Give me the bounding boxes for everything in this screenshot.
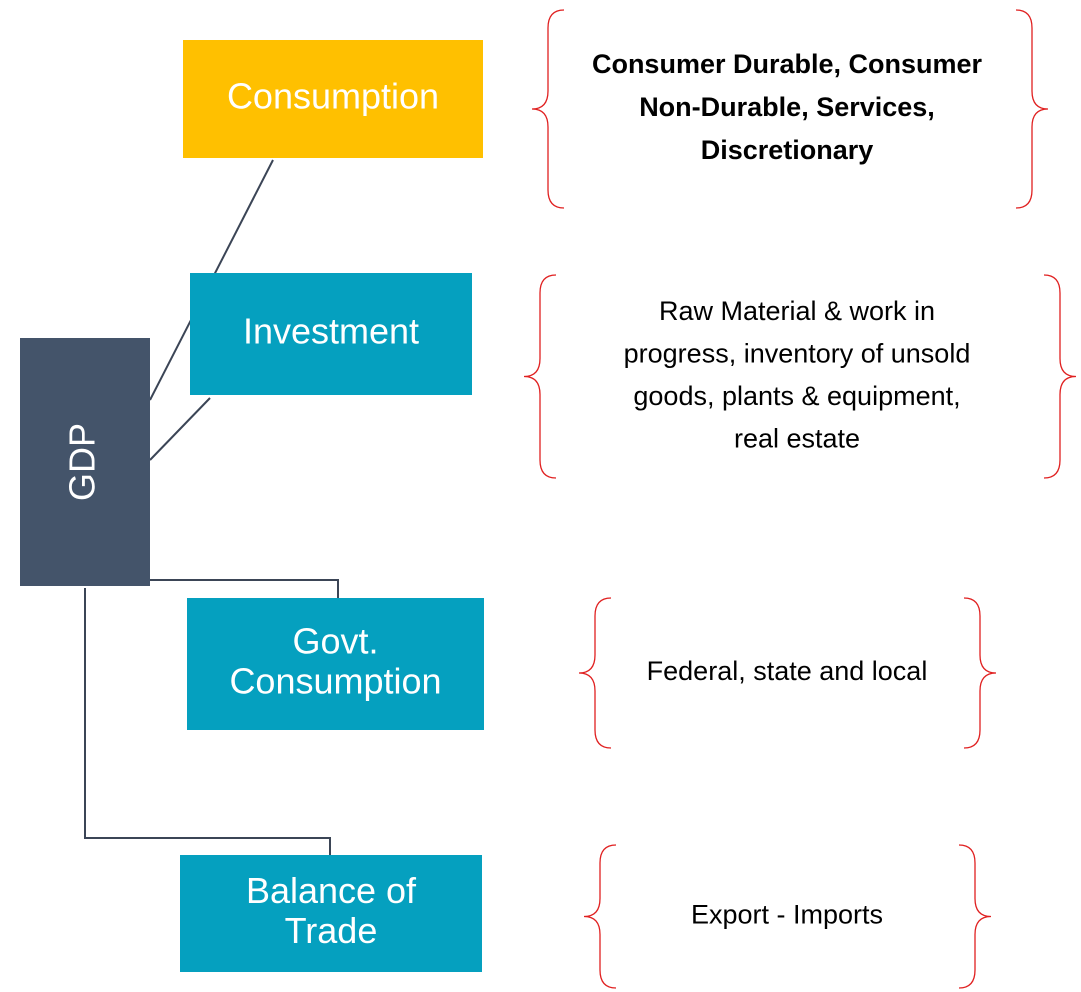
brace-left: [531, 9, 565, 209]
brace-right: [1015, 9, 1049, 209]
brace-right: [963, 597, 997, 749]
node-box: [183, 40, 483, 158]
description-line: goods, plants & equipment,: [633, 381, 960, 411]
node-label: Consumption: [227, 76, 439, 117]
node-label: Investment: [243, 311, 419, 352]
connector: [84, 588, 331, 855]
brace-right: [1043, 274, 1077, 479]
brace-left: [578, 597, 612, 749]
gdp-box: [20, 338, 150, 586]
brace-left: [523, 274, 557, 479]
brace-right: [958, 844, 992, 989]
connector: [150, 579, 339, 598]
description-line: Export - Imports: [691, 900, 883, 930]
node-label: Balance of: [246, 870, 417, 911]
gdp-label: GDP: [62, 423, 103, 501]
description-line: Non-Durable, Services,: [639, 92, 935, 122]
node-label: Trade: [285, 910, 378, 951]
node-box: [180, 855, 482, 972]
node-label: Govt.: [292, 621, 378, 662]
description-line: progress, inventory of unsold: [624, 338, 971, 368]
brace-left: [583, 844, 617, 989]
description-line: real estate: [734, 423, 860, 453]
description-line: Raw Material & work in: [659, 296, 935, 326]
node-label: Consumption: [229, 661, 441, 702]
node-box: [190, 273, 472, 395]
connector: [149, 397, 211, 461]
description-line: Federal, state and local: [647, 656, 928, 686]
description-line: Consumer Durable, Consumer: [592, 49, 983, 79]
node-box: [187, 598, 484, 730]
description-line: Discretionary: [701, 135, 874, 165]
